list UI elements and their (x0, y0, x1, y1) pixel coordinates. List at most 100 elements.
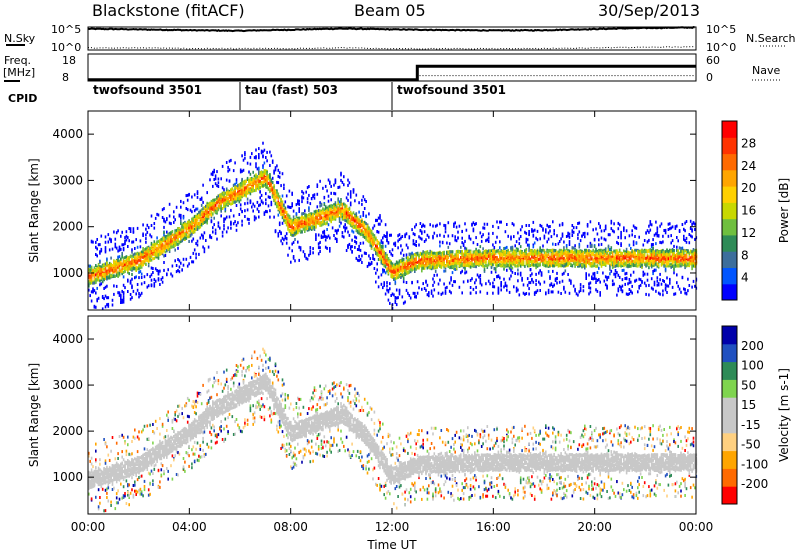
power-echo-cell (285, 210, 288, 214)
power-echo-cell (344, 226, 346, 230)
power-echo-cell (384, 292, 387, 296)
power-echo-cell (373, 242, 376, 246)
power-echo-cell (376, 249, 378, 252)
power-echo-cell (232, 197, 235, 201)
power-echo-cell (391, 292, 394, 296)
power-echo-cell (447, 251, 450, 255)
power-echo-cell (153, 256, 156, 260)
date-title: 30/Sep/2013 (598, 1, 701, 20)
power-echo-cell (271, 191, 274, 195)
power-echo-cell (142, 250, 144, 254)
power-echo-cell (434, 269, 437, 273)
power-echo-cell (347, 178, 349, 182)
power-echo-cell (330, 220, 332, 224)
power-echo-cell (235, 223, 238, 227)
power-echo-cell (464, 253, 466, 257)
power-echo-cell (223, 188, 225, 192)
power-echo-cell (146, 230, 149, 234)
power-echo-cell (146, 223, 149, 227)
power-echo-cell (419, 258, 422, 262)
power-echo-cell (380, 245, 383, 249)
power-echo-cell (143, 248, 146, 252)
power-echo-cell (258, 156, 260, 160)
power-echo-cell (412, 239, 415, 243)
power-echo-cell (333, 216, 335, 220)
power-echo-cell (319, 246, 321, 250)
power-echo-cell (405, 256, 408, 260)
power-echo-cell (415, 252, 417, 256)
power-echo-cell (246, 188, 249, 192)
power-echo-cell (104, 235, 107, 239)
power-echo-cell (188, 240, 190, 243)
power-echo-cell (135, 269, 137, 272)
power-echo-cell (104, 274, 107, 278)
power-echo-cell (220, 207, 222, 211)
power-echo-cell (125, 230, 128, 234)
power-echo-cell (244, 151, 246, 155)
power-echo-cell (117, 255, 119, 259)
power-echo-cell (330, 198, 332, 202)
power-echo-cell (430, 289, 433, 293)
power-echo-cell (242, 184, 245, 188)
power-echo-cell (146, 285, 149, 289)
power-echo-cell (212, 184, 214, 188)
power-echo-cell (251, 188, 253, 192)
power-echo-cell (192, 221, 195, 225)
power-echo-cell (278, 210, 281, 214)
power-echo-cell (195, 226, 197, 230)
power-echo-cell (363, 230, 366, 234)
power-echo-cell (341, 231, 344, 235)
power-echo-cell (135, 238, 137, 242)
power-echo-cell (214, 177, 217, 181)
power-echo-cell (446, 254, 448, 258)
power-echo-cell (188, 223, 190, 227)
power-echo-cell (376, 218, 378, 222)
cpid-segment-label: twofsound 3501 (397, 83, 506, 97)
power-echo-cell (203, 217, 206, 221)
power-echo-cell (269, 174, 271, 177)
power-echo-cell (108, 275, 111, 279)
power-echo-cell (259, 179, 261, 183)
power-echo-cell (436, 234, 438, 238)
power-echo-cell (271, 160, 274, 164)
power-echo-cell (370, 242, 373, 245)
power-echo-cell (327, 217, 330, 221)
power-echo-cell (104, 267, 107, 271)
power-echo-cell (454, 235, 456, 239)
power-echo-cell (206, 221, 208, 225)
power-echo-cell (363, 207, 366, 210)
power-echo-cell (103, 267, 105, 271)
power-echo-cell (113, 274, 115, 278)
power-echo-cell (232, 192, 235, 196)
power-echo-cell (398, 261, 401, 265)
power-echo-cell (377, 222, 380, 226)
power-echo-cell (166, 238, 168, 242)
power-echo-cell (306, 227, 309, 230)
power-echo-cell (351, 216, 353, 220)
power-echo-cell (395, 270, 398, 274)
power-echo-cell (244, 202, 246, 206)
power-echo-cell (432, 257, 434, 261)
power-echo-cell (147, 264, 150, 268)
power-echo-cell (278, 206, 281, 210)
power-echo-cell (433, 251, 436, 255)
power-echo-cell (161, 252, 164, 256)
power-echo-cell (384, 235, 387, 238)
power-echo-cell (330, 184, 332, 188)
power-echo-cell (376, 243, 378, 247)
power-echo-cell (415, 240, 417, 244)
power-echo-cell (167, 237, 169, 241)
power-echo-cell (454, 263, 456, 267)
power-echo-cell (206, 208, 208, 212)
power-echo-cell (447, 221, 450, 225)
power-echo-cell (370, 246, 373, 250)
power-echo-cell (287, 205, 289, 209)
power-echo-cell (340, 215, 342, 218)
power-echo-cell (210, 172, 213, 176)
power-echo-cell (121, 262, 123, 266)
power-echo-cell (386, 281, 388, 285)
power-echo-cell (441, 291, 444, 295)
power-echo-cell (404, 233, 406, 237)
power-echo-cell (298, 199, 300, 203)
power-echo-cell (160, 252, 163, 255)
